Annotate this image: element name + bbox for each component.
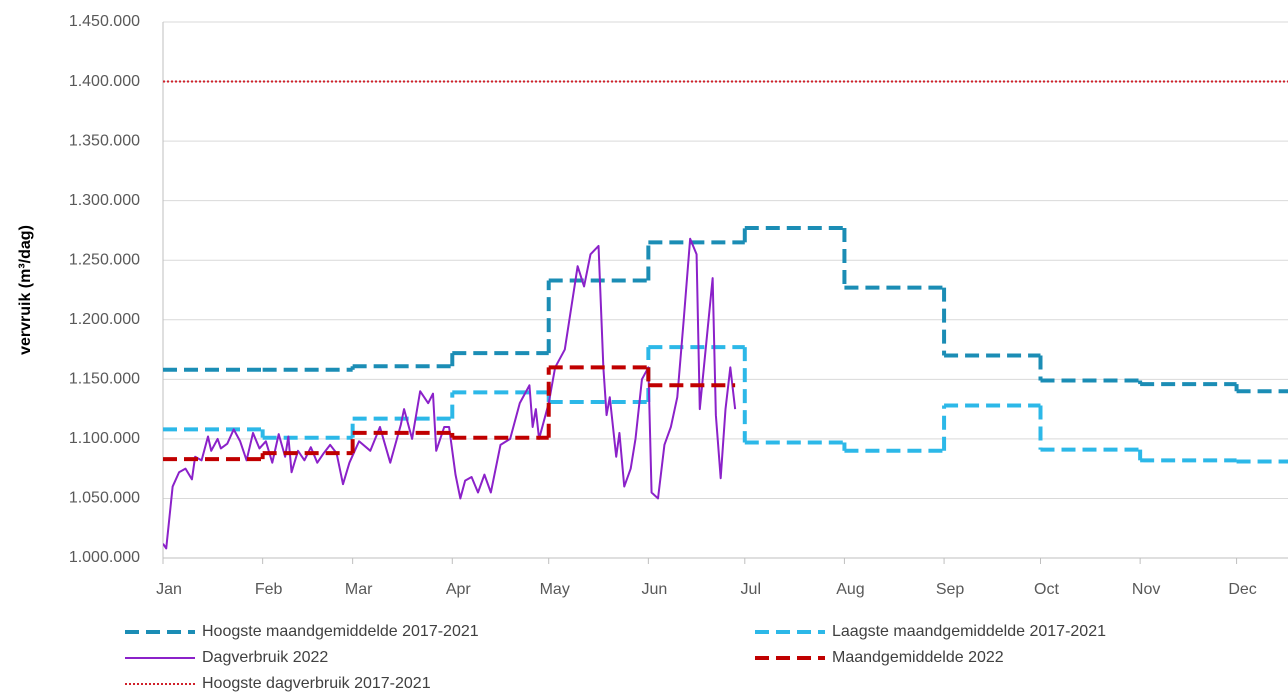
x-tick-label: Oct — [1034, 581, 1059, 598]
legend-label: Dagverbruik 2022 — [202, 649, 328, 666]
x-tick-label: Dec — [1228, 581, 1256, 598]
y-tick-label: 1.200.000 — [69, 311, 140, 328]
x-tick-label: Feb — [255, 581, 283, 598]
data-line — [163, 237, 737, 550]
y-tick-label: 1.400.000 — [69, 73, 140, 90]
y-tick-label: 1.450.000 — [69, 13, 140, 30]
legend-label: Hoogste maandgemiddelde 2017-2021 — [202, 623, 479, 640]
y-tick-label: 1.350.000 — [69, 132, 140, 149]
y-tick-label: 1.000.000 — [69, 549, 140, 566]
x-tick-label: Mar — [345, 581, 373, 598]
y-tick-label: 1.150.000 — [69, 371, 140, 388]
legend-label: Maandgemiddelde 2022 — [832, 649, 1004, 666]
y-tick-label: 1.300.000 — [69, 192, 140, 209]
y-tick-label: 1.100.000 — [69, 430, 140, 447]
x-tick-label: Jun — [641, 581, 667, 598]
plot-area — [163, 80, 1288, 550]
x-tick-label: Aug — [836, 581, 864, 598]
x-tick-label: Nov — [1132, 581, 1160, 598]
x-tick-label: Sep — [936, 581, 965, 598]
x-tick-label: Jan — [156, 581, 182, 598]
x-tick-label: Jul — [741, 581, 761, 598]
x-tick-label: May — [540, 581, 570, 598]
y-axis-label: vervruik (m³/dag) — [17, 225, 34, 355]
legend-label: Laagste maandgemiddelde 2017-2021 — [832, 623, 1106, 640]
y-tick-label: 1.050.000 — [69, 490, 140, 507]
y-tick-label: 1.250.000 — [69, 251, 140, 268]
legend-label: Hoogste dagverbruik 2017-2021 — [202, 675, 431, 692]
x-tick-label: Apr — [446, 581, 472, 598]
